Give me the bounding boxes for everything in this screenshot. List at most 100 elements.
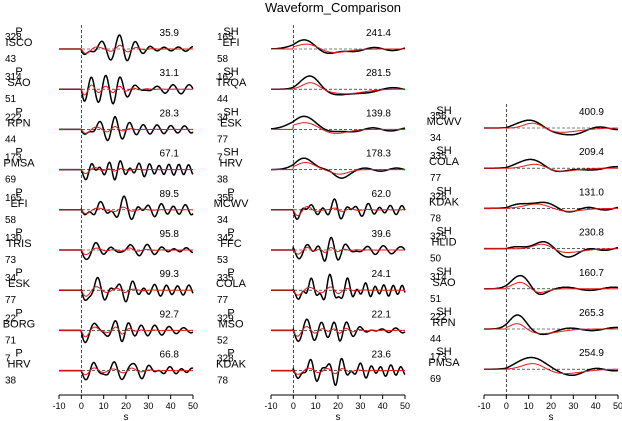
phase-label: SH xyxy=(436,346,451,358)
synthetic-waveform xyxy=(484,203,618,212)
x-tick-label: 0 xyxy=(504,401,509,411)
station-label: HLID xyxy=(431,237,456,249)
x-tick-label: 50 xyxy=(188,401,198,411)
synthetic-waveform xyxy=(271,246,405,255)
waveform-column: SHMCWV35634400.9SHCOLA33577209.4SHKDAK32… xyxy=(427,104,622,421)
station-label: ESK xyxy=(8,278,31,290)
phase-label: P xyxy=(15,227,22,239)
observed-waveform xyxy=(59,319,194,344)
x-tick-label: 0 xyxy=(291,401,296,411)
station-label: EFI xyxy=(10,198,27,210)
azimuth-label: 328 xyxy=(217,354,234,365)
amplitude-label: 39.6 xyxy=(372,229,392,240)
azimuth-label: 356 xyxy=(430,111,447,122)
observed-waveform xyxy=(271,39,406,55)
phase-label: P xyxy=(15,26,22,38)
x-tick-label: 30 xyxy=(143,401,153,411)
amplitude-label: 241.4 xyxy=(366,28,391,39)
distance-label: 38 xyxy=(5,376,17,387)
phase-label: P xyxy=(15,267,22,279)
station-label: MCWV xyxy=(427,116,462,128)
x-tick-label: 40 xyxy=(378,401,388,411)
observed-waveform xyxy=(484,356,619,377)
amplitude-label: 230.8 xyxy=(579,228,604,239)
station-label: COLA xyxy=(216,278,247,290)
azimuth-label: 314 xyxy=(430,272,447,283)
amplitude-label: 254.9 xyxy=(579,348,604,359)
phase-label: P xyxy=(15,187,22,199)
observed-waveform xyxy=(271,273,406,301)
azimuth-label: 314 xyxy=(5,72,22,83)
amplitude-label: 92.7 xyxy=(160,309,180,320)
station-label: KDAK xyxy=(216,359,247,371)
distance-label: 52 xyxy=(217,335,229,346)
synthetic-waveform xyxy=(59,44,193,54)
amplitude-label: 160.7 xyxy=(579,268,604,279)
azimuth-label: 335 xyxy=(430,151,447,162)
synthetic-waveform xyxy=(484,122,618,133)
station-label: TRQA xyxy=(216,77,247,89)
amplitude-label: 66.8 xyxy=(160,350,180,361)
amplitude-label: 89.5 xyxy=(160,189,180,200)
amplitude-label: 22.1 xyxy=(372,309,392,320)
phase-label: SH xyxy=(436,105,451,117)
station-label: ESK xyxy=(220,117,243,129)
phase-label: P xyxy=(15,348,22,360)
phase-label: P xyxy=(227,267,234,279)
distance-label: 58 xyxy=(5,215,17,226)
station-label: SAO xyxy=(432,277,456,289)
phase-label: SH xyxy=(436,185,451,197)
distance-label: 51 xyxy=(5,94,17,105)
azimuth-label: 222 xyxy=(430,312,447,323)
azimuth-label: 173 xyxy=(430,352,447,363)
synthetic-waveform xyxy=(271,205,405,216)
amplitude-label: 23.6 xyxy=(372,350,392,361)
phase-label: SH xyxy=(436,226,451,238)
amplitude-label: 281.5 xyxy=(366,68,391,79)
amplitude-label: 31.1 xyxy=(160,68,180,79)
station-label: PMSA xyxy=(428,357,460,369)
synthetic-waveform xyxy=(271,82,405,95)
azimuth-label: 7 xyxy=(217,153,223,164)
phase-label: P xyxy=(15,66,22,78)
station-label: HRV xyxy=(7,359,31,371)
phase-label: P xyxy=(227,307,234,319)
phase-label: P xyxy=(227,227,234,239)
station-label: EFI xyxy=(222,37,239,49)
distance-label: 50 xyxy=(430,254,442,265)
synthetic-waveform xyxy=(59,126,193,134)
distance-label: 58 xyxy=(217,54,229,65)
x-axis: -10 0 10 20 30 40 50 s xyxy=(477,394,622,421)
observed-waveform xyxy=(59,34,194,62)
synthetic-waveform xyxy=(59,206,193,215)
phase-label: P xyxy=(227,348,234,360)
station-label: MSO xyxy=(218,318,244,330)
x-tick-label: 30 xyxy=(568,401,578,411)
x-axis-label: s xyxy=(336,412,341,421)
station-label: RPN xyxy=(432,317,455,329)
observed-waveform xyxy=(59,241,194,261)
phase-label: SH xyxy=(436,266,451,278)
observed-waveform xyxy=(59,115,194,142)
amplitude-label: 24.1 xyxy=(372,269,392,280)
synthetic-waveform xyxy=(271,326,405,337)
amplitude-label: 95.8 xyxy=(160,229,180,240)
distance-label: 77 xyxy=(430,173,442,184)
amplitude-label: 99.3 xyxy=(160,269,180,280)
station-label: KDAK xyxy=(429,196,460,208)
amplitude-label: 67.1 xyxy=(160,149,180,160)
waveform-column: SHEFI16558241.4SHTRQA16244281.5SHESK3477… xyxy=(214,25,410,421)
phase-label: SH xyxy=(223,106,238,118)
